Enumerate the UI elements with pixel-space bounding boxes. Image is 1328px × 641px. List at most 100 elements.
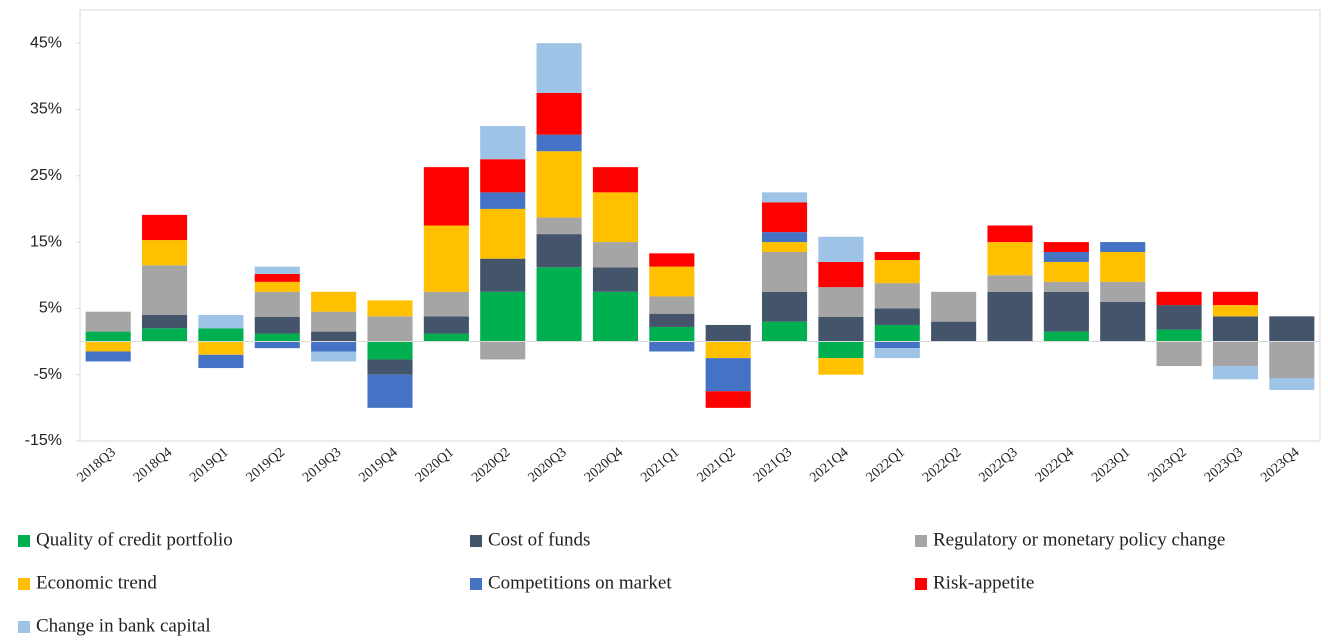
bar-segment xyxy=(142,240,188,266)
x-tick-label: 2023Q4 xyxy=(1258,445,1302,485)
bar-segment xyxy=(311,291,357,312)
x-tick-label: 2021Q2 xyxy=(695,445,739,485)
bar-segment xyxy=(198,341,244,355)
y-tick-label: -5% xyxy=(34,366,62,383)
bar-segment xyxy=(649,253,695,267)
bar-segment xyxy=(198,315,244,329)
bar-segment xyxy=(762,242,808,253)
x-tick-label: 2020Q4 xyxy=(582,445,626,485)
bar-segment xyxy=(705,391,751,408)
bar-segment xyxy=(423,291,469,317)
bar-segment xyxy=(311,311,357,332)
bar-segment xyxy=(762,252,808,292)
bar-segment xyxy=(311,351,357,362)
bar-segment xyxy=(367,374,413,408)
bar-segment xyxy=(931,291,977,322)
bar-segment xyxy=(592,267,638,292)
bar-segment xyxy=(649,296,695,314)
bar-segment xyxy=(987,242,1033,276)
bar-segment xyxy=(85,311,131,332)
bar-segment xyxy=(367,316,413,342)
bar-segment xyxy=(480,126,526,160)
bar-segment xyxy=(254,273,300,282)
bar-segment xyxy=(762,232,808,243)
bar-segment xyxy=(198,354,244,369)
x-tick-label: 2019Q2 xyxy=(244,445,288,485)
y-tick-label: 35% xyxy=(30,101,62,118)
bar-segment xyxy=(1269,341,1315,379)
bar-segment xyxy=(1212,305,1258,317)
legend-swatch xyxy=(470,535,482,547)
bar-segment xyxy=(874,348,920,359)
y-tick-label: 25% xyxy=(30,167,62,184)
bar-segment xyxy=(1212,291,1258,306)
bar-segment xyxy=(649,266,695,297)
legend-swatch xyxy=(18,621,30,633)
bar-segment xyxy=(142,265,188,316)
bar-segment xyxy=(1043,242,1089,253)
y-tick-label: 45% xyxy=(30,34,62,51)
x-tick-label: 2022Q2 xyxy=(920,445,964,485)
bar-segment xyxy=(762,291,808,322)
bar-segment xyxy=(480,159,526,193)
bar-segment xyxy=(367,359,413,375)
bar-segment xyxy=(1100,281,1146,302)
bar-segment xyxy=(1156,291,1202,306)
x-tick-label: 2021Q3 xyxy=(751,445,795,485)
x-tick-label: 2018Q3 xyxy=(75,445,119,485)
bar-segment xyxy=(1156,329,1202,342)
bar-segment xyxy=(818,341,864,359)
bar-segment xyxy=(931,321,977,342)
x-tick-label: 2019Q4 xyxy=(356,445,400,485)
legend-label: Competitions on market xyxy=(488,572,672,593)
bar-segment xyxy=(1156,341,1202,367)
legend-label: Change in bank capital xyxy=(36,615,211,636)
bar-segment xyxy=(1156,305,1202,330)
bar-segment xyxy=(818,358,864,375)
legend-swatch xyxy=(915,578,927,590)
y-tick-label: 5% xyxy=(39,300,62,317)
x-tick-label: 2022Q1 xyxy=(864,445,908,485)
bar-segment xyxy=(536,151,582,218)
legend-label: Cost of funds xyxy=(488,529,590,550)
bar-segment xyxy=(254,281,300,292)
bar-segment xyxy=(423,167,469,226)
bar-segment xyxy=(592,242,638,268)
x-tick-label: 2019Q1 xyxy=(187,445,231,485)
x-tick-label: 2022Q3 xyxy=(976,445,1020,485)
bar-segment xyxy=(423,225,469,292)
plot-frame xyxy=(79,9,1321,442)
bar-segment xyxy=(1212,316,1258,342)
bar-segment xyxy=(592,291,638,342)
bar-segment xyxy=(874,341,920,349)
bar-segment xyxy=(536,267,582,342)
legend-swatch xyxy=(18,535,30,547)
bar-segment xyxy=(818,236,864,262)
bar-segment xyxy=(1269,378,1315,390)
bar-segment xyxy=(874,308,920,325)
bar-segment xyxy=(367,300,413,317)
bar-segment xyxy=(254,266,300,274)
bar-segment xyxy=(142,328,188,342)
bar-segment xyxy=(536,92,582,135)
y-tick-label: 15% xyxy=(30,233,62,250)
x-tick-label: 2022Q4 xyxy=(1033,445,1077,485)
bar-segment xyxy=(142,214,188,241)
bar-segment xyxy=(1043,331,1089,342)
bar-segment xyxy=(423,333,469,342)
bar-segment xyxy=(142,315,188,329)
bar-segment xyxy=(480,341,526,360)
bar-segment xyxy=(818,261,864,288)
x-tick-label: 2023Q1 xyxy=(1089,445,1133,485)
bar-segment xyxy=(649,313,695,327)
bar-segment xyxy=(762,192,808,203)
bar-segment xyxy=(874,283,920,309)
bar-segment xyxy=(762,321,808,342)
bar-segment xyxy=(480,192,526,209)
bar-segment xyxy=(705,341,751,359)
bar-segment xyxy=(536,234,582,268)
bar-segment xyxy=(705,358,751,392)
legend-label: Economic trend xyxy=(36,572,157,593)
bar-segment xyxy=(649,326,695,342)
